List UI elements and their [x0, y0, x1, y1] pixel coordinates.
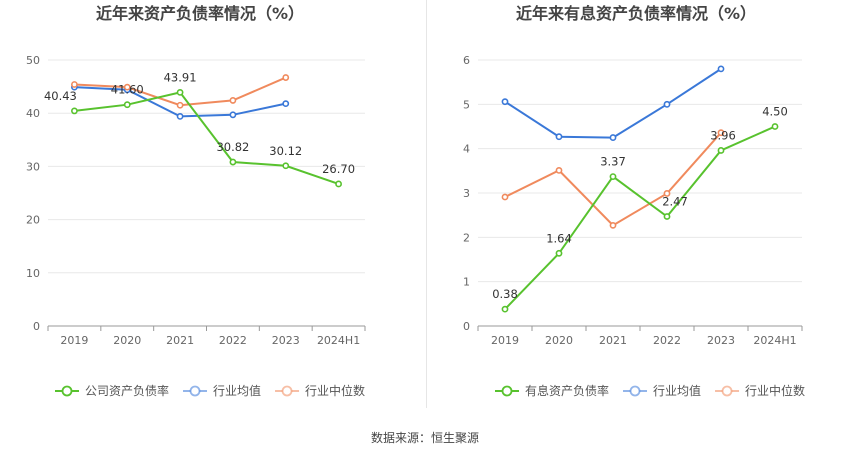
series-line — [504, 68, 722, 139]
data-point — [229, 111, 237, 119]
legend-swatch-marker — [629, 385, 641, 397]
data-point — [71, 107, 78, 115]
data-label: 30.82 — [216, 140, 249, 154]
data-point — [663, 100, 671, 108]
x-tick-label: 2019 — [60, 334, 88, 347]
y-tick-label: 5 — [463, 98, 470, 111]
legend-item: 行业均值 — [183, 383, 261, 398]
data-point — [176, 88, 184, 96]
data-point — [176, 112, 184, 120]
x-tick-label: 2020 — [113, 334, 141, 347]
data-source-label: 数据来源：恒生聚源 — [371, 430, 479, 445]
data-point — [501, 98, 509, 106]
legend-label: 行业中位数 — [745, 383, 805, 398]
data-point — [717, 65, 725, 73]
data-point — [501, 193, 509, 201]
data-point — [555, 133, 563, 141]
data-point — [229, 158, 237, 166]
y-tick-label: 1 — [463, 276, 470, 289]
y-tick-label: 30 — [26, 160, 40, 173]
data-point — [71, 81, 78, 88]
y-tick-label: 40 — [26, 107, 40, 120]
y-tick-label: 3 — [463, 187, 470, 200]
legend-swatch-marker — [281, 385, 293, 397]
data-point — [282, 74, 290, 81]
y-tick-label: 20 — [26, 214, 40, 227]
x-tick-label: 2023 — [707, 334, 735, 347]
x-tick-label: 2020 — [545, 334, 573, 347]
x-tick-label: 2024H1 — [317, 334, 360, 347]
data-point — [663, 190, 671, 197]
data-label: 43.91 — [164, 70, 197, 84]
data-label: 2.47 — [662, 194, 688, 208]
legend-label: 有息资产负债率 — [525, 383, 609, 398]
data-point — [717, 129, 725, 137]
data-label: 3.37 — [600, 155, 626, 169]
data-point — [609, 134, 617, 141]
legend-item: 行业中位数 — [715, 383, 805, 398]
legend-label: 行业均值 — [213, 383, 261, 398]
data-label: 40.43 — [44, 89, 77, 103]
data-point — [335, 180, 342, 188]
data-point — [123, 83, 131, 91]
data-point — [282, 100, 290, 108]
y-tick-label: 0 — [463, 320, 470, 333]
data-label: 0.38 — [492, 287, 518, 301]
data-point — [501, 305, 509, 313]
chart-1: 近年来资产负债率情况（%） 0 10 20 30 40 50 2019 2020 2021 2022… — [26, 4, 366, 398]
legend-swatch-marker — [721, 385, 733, 397]
y-tick-label: 6 — [463, 54, 470, 67]
data-point — [229, 97, 237, 104]
data-point — [609, 221, 617, 229]
data-point — [717, 147, 725, 154]
data-point — [555, 249, 563, 257]
legend-label: 行业中位数 — [305, 383, 365, 398]
legend-swatch-marker — [61, 385, 73, 397]
data-label: 41.60 — [111, 83, 144, 97]
y-tick-label: 2 — [463, 231, 470, 244]
y-tick-label: 10 — [26, 267, 40, 280]
legend-item: 公司资产负债率 — [55, 383, 169, 398]
data-label: 30.12 — [269, 144, 302, 158]
x-tick-label: 2024H1 — [753, 334, 796, 347]
data-point — [609, 173, 617, 180]
x-tick-label: 2021 — [166, 334, 194, 347]
legend-swatch-marker — [501, 385, 513, 397]
data-label: 26.70 — [322, 162, 355, 176]
y-tick-label: 4 — [463, 143, 470, 156]
data-point — [176, 101, 184, 109]
data-point — [771, 123, 779, 130]
legend-item: 行业中位数 — [275, 383, 365, 398]
legend-label: 行业均值 — [653, 383, 701, 398]
series-line — [504, 125, 776, 310]
data-point — [555, 166, 563, 174]
data-point — [123, 101, 131, 109]
x-tick-label: 2019 — [491, 334, 519, 347]
x-tick-label: 2021 — [599, 334, 627, 347]
series-line — [74, 91, 339, 185]
x-tick-label: 2023 — [272, 334, 300, 347]
chart-title: 近年来有息资产负债率情况（%） — [516, 4, 756, 23]
data-label: 3.96 — [710, 128, 736, 142]
chart-2: 近年来有息资产负债率情况（%） 0 1 2 3 4 5 6 2019 2020 2021 2022 20… — [463, 4, 805, 398]
data-point — [663, 213, 671, 220]
x-tick-label: 2022 — [653, 334, 681, 347]
x-tick-label: 2022 — [219, 334, 247, 347]
legend-item: 行业均值 — [623, 383, 701, 398]
data-label: 1.64 — [546, 231, 572, 245]
legend-swatch-marker — [189, 385, 201, 397]
legend-label: 公司资产负债率 — [85, 383, 169, 398]
data-label: 4.50 — [762, 105, 788, 119]
y-tick-label: 0 — [33, 320, 40, 333]
y-tick-label: 50 — [26, 54, 40, 67]
data-point — [282, 162, 290, 170]
chart-title: 近年来资产负债率情况（%） — [96, 4, 304, 23]
legend-item: 有息资产负债率 — [495, 383, 609, 398]
